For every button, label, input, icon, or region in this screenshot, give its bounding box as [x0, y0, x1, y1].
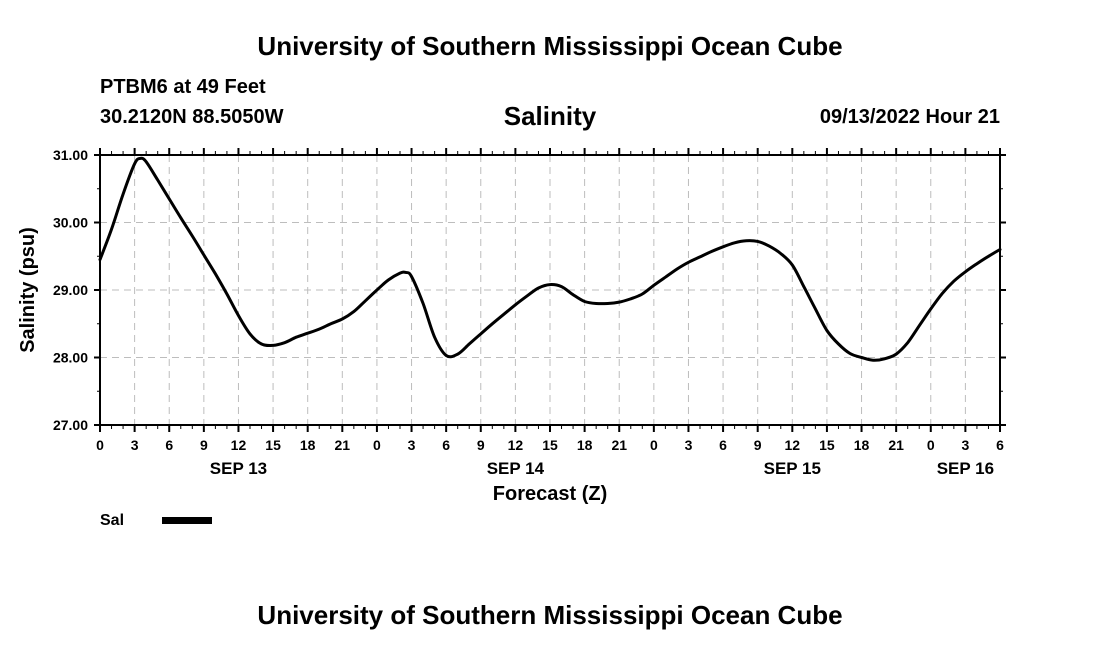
day-labels: SEP 13 SEP 14 SEP 15 SEP 16: [210, 459, 994, 478]
x-tick-label: 15: [819, 437, 835, 453]
x-tick-label: 0: [650, 437, 658, 453]
y-axis-tick-labels: 27.00 28.00 29.00 30.00 31.00: [53, 147, 88, 433]
chart-title: Salinity: [503, 101, 597, 131]
legend-label-sal: Sal: [100, 512, 124, 529]
day-label: SEP 16: [937, 459, 994, 478]
x-axis-label: Forecast (Z): [493, 483, 607, 505]
axis-ticks: [94, 148, 1006, 432]
coordinates-label: 30.2120N 88.5050W: [100, 106, 284, 128]
x-tick-label: 3: [961, 437, 969, 453]
x-tick-label: 21: [335, 437, 351, 453]
y-tick-label: 27.00: [53, 417, 88, 433]
x-tick-label: 21: [611, 437, 627, 453]
x-tick-label: 9: [200, 437, 208, 453]
legend-swatch-sal: [162, 517, 212, 524]
y-tick-label: 28.00: [53, 350, 88, 366]
y-axis-label: Salinity (psu): [17, 227, 39, 353]
x-tick-label: 15: [542, 437, 558, 453]
y-tick-label: 29.00: [53, 282, 88, 298]
x-tick-label: 0: [373, 437, 381, 453]
page-title: University of Southern Mississippi Ocean…: [257, 31, 843, 61]
x-tick-label: 3: [685, 437, 693, 453]
chart-grid: [99, 154, 1001, 426]
x-axis-tick-labels: 0 3 6 9 12 15 18 21 0 3 6 9 12 15 18 21 0 3 6 9 12 15 18 21 0 3 6: [96, 437, 1004, 453]
footer-title: University of Southern Mississippi Ocean…: [257, 600, 843, 630]
x-tick-label: 0: [96, 437, 104, 453]
x-tick-label: 15: [265, 437, 281, 453]
x-tick-label: 6: [719, 437, 727, 453]
x-tick-label: 18: [854, 437, 870, 453]
x-tick-label: 3: [131, 437, 139, 453]
x-tick-label: 6: [996, 437, 1004, 453]
day-label: SEP 15: [764, 459, 821, 478]
x-tick-label: 0: [927, 437, 935, 453]
y-tick-label: 31.00: [53, 147, 88, 163]
day-label: SEP 14: [487, 459, 545, 478]
x-tick-label: 18: [577, 437, 593, 453]
station-label: PTBM6 at 49 Feet: [100, 76, 266, 98]
legend: Sal: [100, 512, 212, 529]
x-tick-label: 12: [785, 437, 801, 453]
day-label: SEP 13: [210, 459, 267, 478]
x-tick-label: 3: [408, 437, 416, 453]
x-tick-label: 9: [754, 437, 762, 453]
x-tick-label: 12: [508, 437, 524, 453]
series-line-sal: [98, 156, 1002, 362]
y-tick-label: 30.00: [53, 215, 88, 231]
forecast-datetime: 09/13/2022 Hour 21: [819, 106, 1000, 128]
x-tick-label: 21: [888, 437, 904, 453]
x-tick-label: 12: [231, 437, 247, 453]
x-tick-label: 6: [442, 437, 450, 453]
x-tick-label: 6: [165, 437, 173, 453]
x-tick-label: 18: [300, 437, 316, 453]
x-tick-label: 9: [477, 437, 485, 453]
